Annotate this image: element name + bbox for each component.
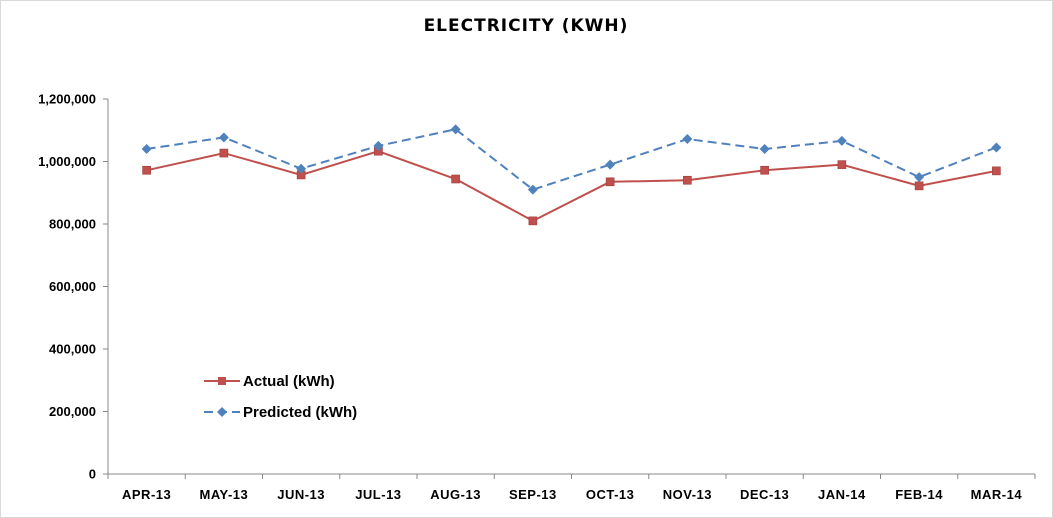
data-point-actual (914, 181, 924, 191)
series-line-predicted (146, 128, 997, 191)
y-axis: 0 200,000 400,000 600,000 800,000 1,000,000 1,… (38, 92, 109, 482)
data-point-predicted (914, 172, 925, 183)
x-tick-label: NOV-13 (663, 487, 712, 502)
data-point-predicted (682, 134, 693, 144)
y-tick-label: 0 (89, 467, 96, 482)
legend-marker-square (218, 377, 226, 385)
data-point-predicted (759, 144, 770, 154)
x-tick-label: JAN-14 (818, 487, 866, 502)
data-point-predicted (527, 184, 538, 195)
y-tick-label: 800,000 (49, 217, 96, 232)
data-point-actual (760, 165, 769, 175)
legend-marker-diamond (217, 407, 227, 417)
x-tick-label: MAR-14 (971, 487, 1023, 502)
x-tick-label: APR-13 (122, 487, 171, 502)
legend-label: Actual (kWh) (243, 373, 335, 390)
x-tick-label: AUG-13 (430, 487, 481, 502)
data-point-actual (219, 148, 229, 158)
legend: Actual (kWh) Predicted (kWh) (204, 373, 357, 421)
data-point-predicted (141, 144, 152, 154)
data-point-predicted (218, 132, 229, 143)
x-tick-label: OCT-13 (586, 487, 635, 502)
data-point-actual (837, 160, 847, 169)
x-tick-label: DEC-13 (740, 487, 789, 502)
data-point-actual (451, 174, 460, 184)
x-tick-label: MAY-13 (199, 487, 248, 502)
chart-title: ELECTRICITY (KWH) (424, 16, 629, 36)
data-point-predicted (373, 140, 384, 151)
x-tick-label: JUL-13 (355, 487, 401, 502)
y-tick-label: 600,000 (49, 279, 96, 294)
series-line-actual (146, 150, 997, 223)
y-tick-label: 1,200,000 (38, 92, 96, 107)
y-tick-label: 1,000,000 (38, 154, 96, 169)
data-point-predicted (605, 159, 616, 170)
y-tick-label: 400,000 (49, 342, 96, 357)
data-point-predicted (836, 135, 847, 146)
x-tick-label: JUN-13 (277, 487, 325, 502)
data-point-predicted (450, 124, 461, 135)
data-point-actual (992, 166, 1001, 176)
data-point-actual (142, 165, 151, 175)
y-tick-label: 200,000 (49, 404, 96, 419)
data-point-predicted (296, 163, 307, 174)
data-point-predicted (991, 142, 1002, 153)
data-point-actual (683, 175, 692, 185)
x-tick-label: SEP-13 (509, 487, 557, 502)
x-tick-label: FEB-14 (895, 487, 943, 502)
x-axis: APR-13 MAY-13 JUN-13 JUL-13 AUG-13 SEP-13 OCT-… (107, 473, 1036, 502)
legend-label: Predicted (kWh) (243, 404, 357, 421)
data-point-actual (605, 177, 615, 187)
data-point-actual (528, 216, 538, 226)
plot-area (141, 124, 1002, 226)
